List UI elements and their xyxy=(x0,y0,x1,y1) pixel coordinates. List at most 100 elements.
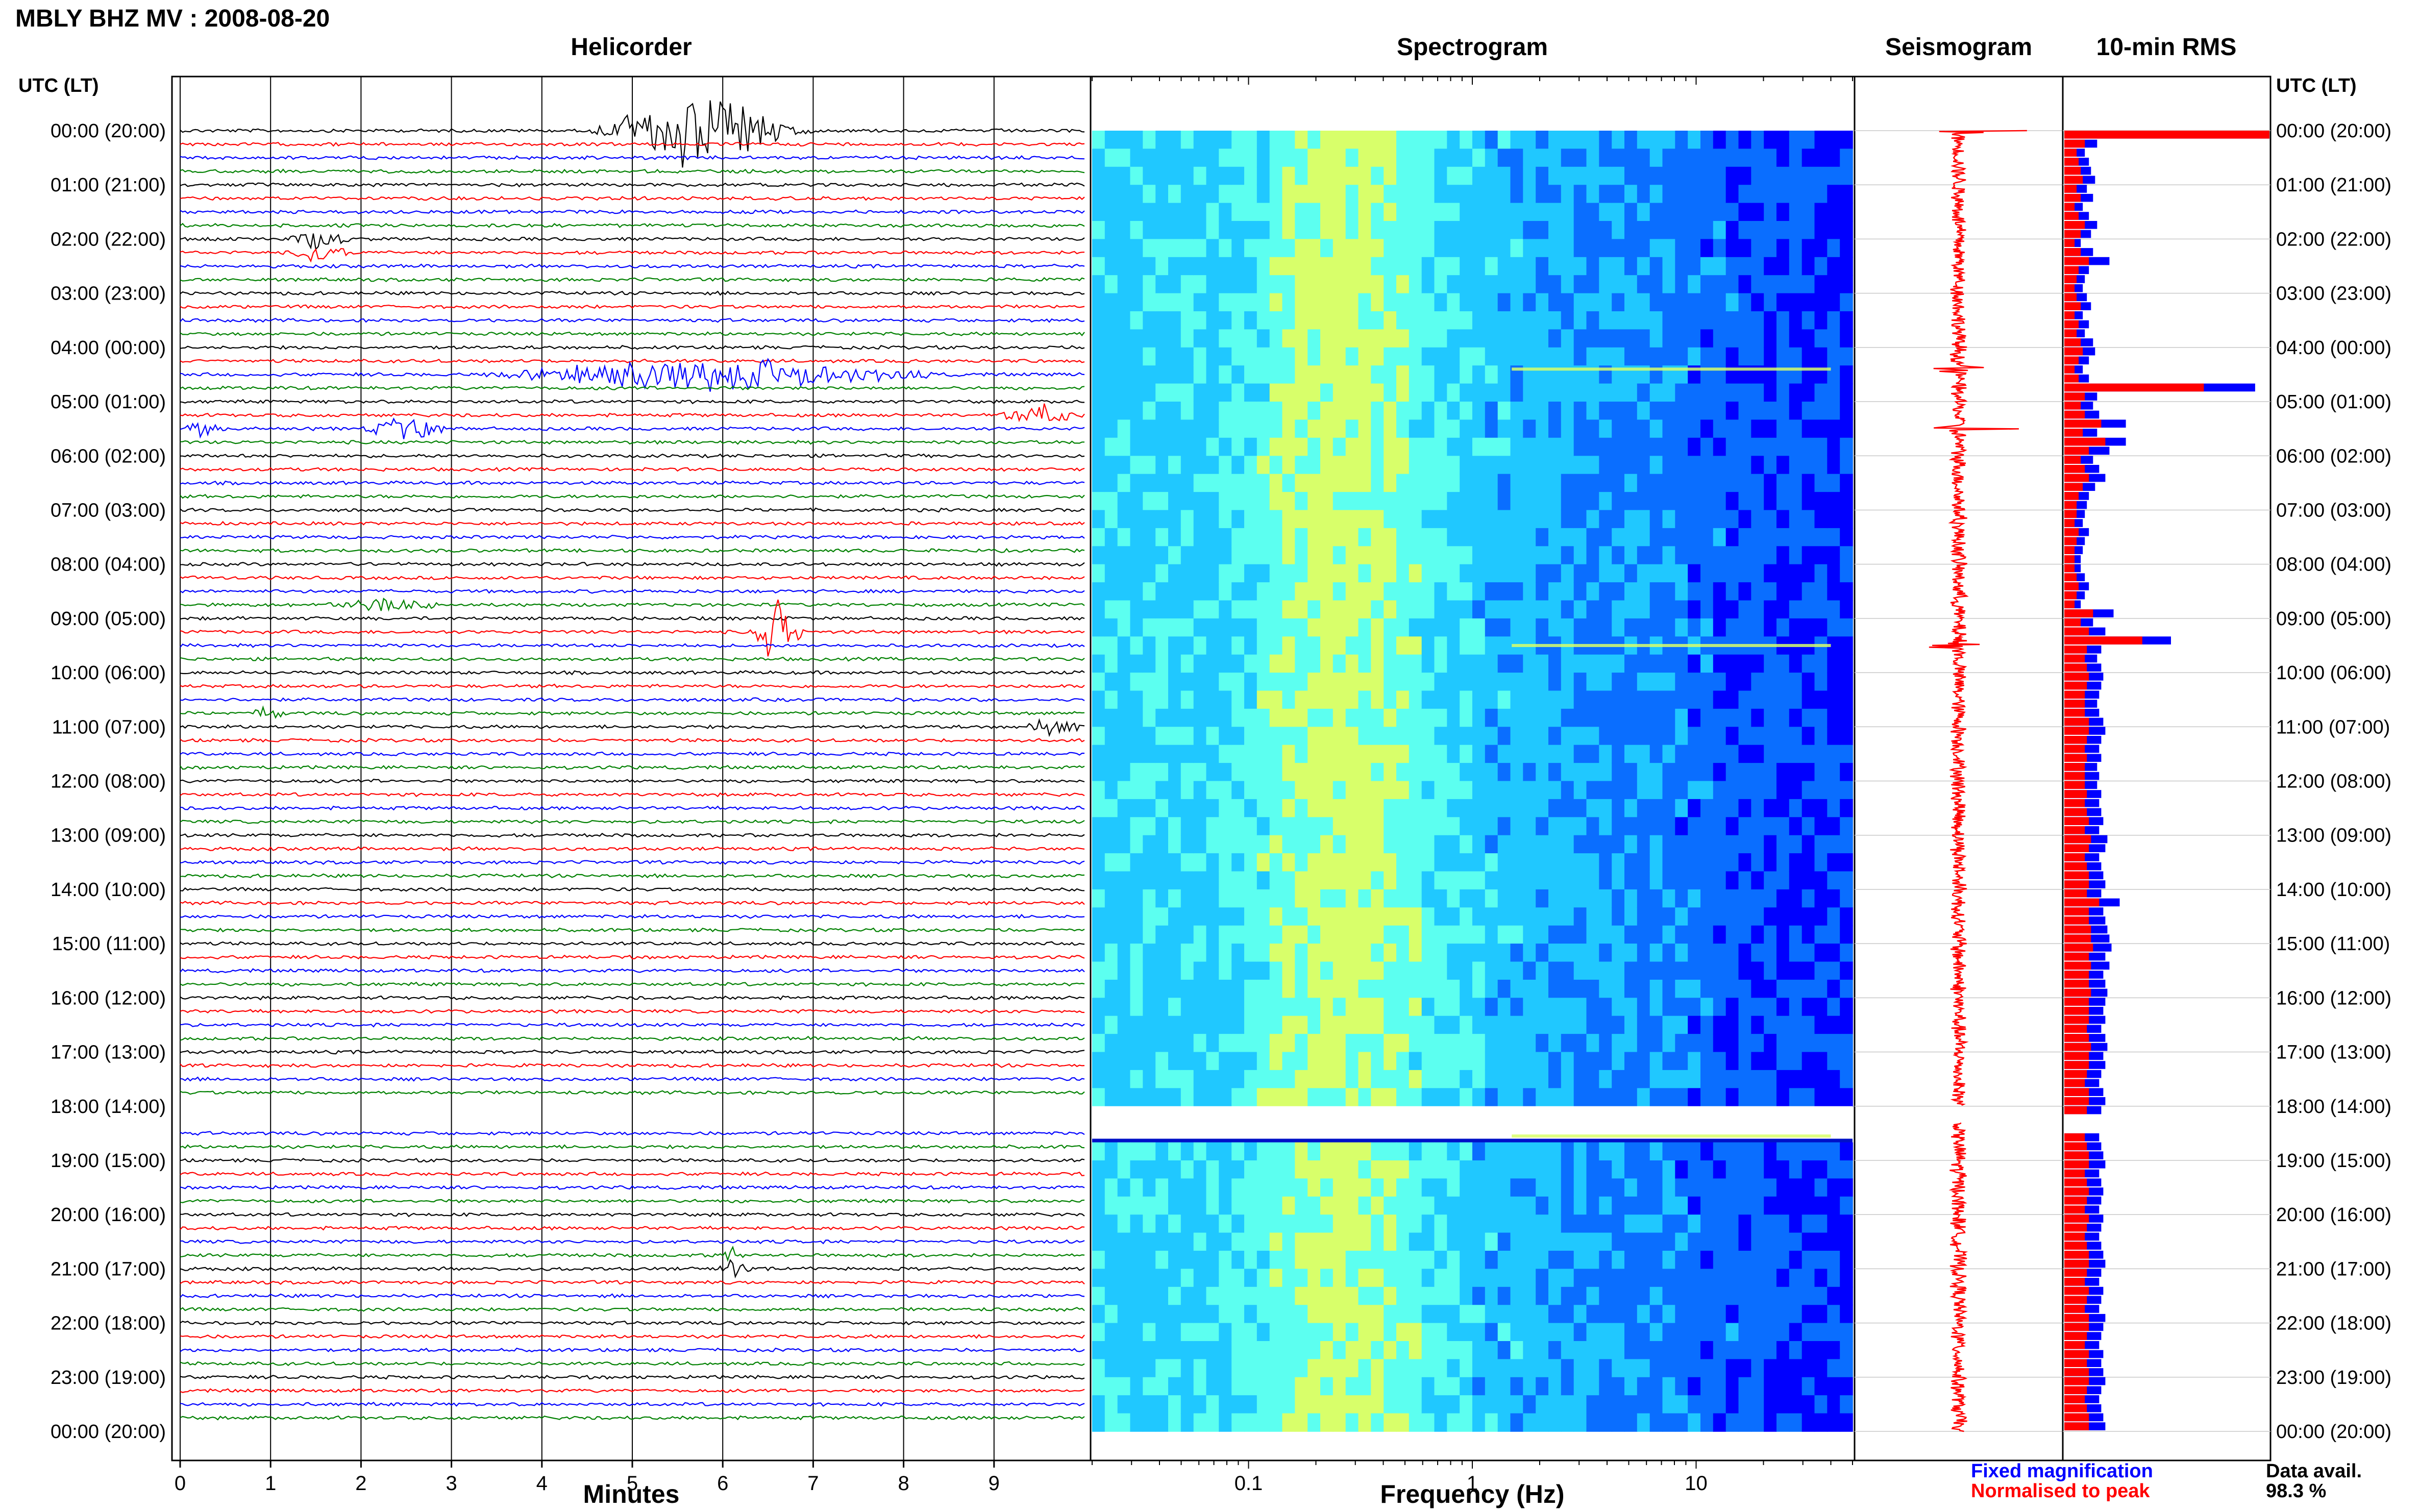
spectrogram-cell xyxy=(1206,654,1220,673)
spectrogram-cell xyxy=(1649,799,1663,818)
spectrogram-cell xyxy=(1193,365,1207,384)
spectrogram-cell xyxy=(1789,979,1803,999)
y-tick-label: 09:00 (05:00) xyxy=(51,608,166,630)
spectrogram-cell xyxy=(1384,239,1397,258)
y-tick-label: 21:00 (17:00) xyxy=(51,1258,166,1280)
spectrogram-cell xyxy=(1155,347,1169,366)
spectrogram-cell xyxy=(1256,1286,1270,1305)
spectrogram-cell xyxy=(1523,528,1536,547)
spectrogram-cell xyxy=(1637,763,1650,782)
spectrogram-cell xyxy=(1548,781,1562,800)
spectrogram-cell xyxy=(1434,239,1448,258)
spectrogram-cell xyxy=(1573,889,1587,908)
spectrogram-cell xyxy=(1675,275,1688,294)
spectrogram-cell xyxy=(1624,979,1638,999)
spectrogram-cell xyxy=(1612,925,1625,944)
spectrogram-cell xyxy=(1548,925,1562,944)
spectrogram-cell xyxy=(1485,835,1498,854)
spectrogram-cell xyxy=(1649,275,1663,294)
spectrogram-cell xyxy=(1371,564,1384,583)
spectrogram-cell xyxy=(1840,347,1853,366)
rms-bar xyxy=(2064,383,2204,392)
spectrogram-cell xyxy=(1219,817,1232,836)
spectrogram-cell xyxy=(1599,257,1612,276)
spectrogram-cell xyxy=(1206,636,1220,655)
spectrogram-cell xyxy=(1713,600,1726,619)
spectrogram-cell xyxy=(1725,528,1739,547)
spectrogram-cell xyxy=(1725,185,1739,204)
spectrogram-cell xyxy=(1738,907,1752,926)
spectrogram-cell xyxy=(1700,745,1714,763)
spectrogram-cell xyxy=(1460,582,1473,601)
spectrogram-cell xyxy=(1561,690,1574,709)
spectrogram-cell xyxy=(1244,889,1257,908)
spectrogram-cell xyxy=(1092,1034,1105,1053)
spectrogram-cell xyxy=(1586,1269,1600,1287)
spectrogram-cell xyxy=(1776,239,1790,258)
spectrogram-cell xyxy=(1497,1196,1511,1215)
spectrogram-cell xyxy=(1295,1034,1308,1053)
spectrogram-cell xyxy=(1256,1088,1270,1107)
spectrogram-cell xyxy=(1384,925,1397,944)
spectrogram-cell xyxy=(1738,257,1752,276)
spectrogram-cell xyxy=(1244,131,1257,150)
spectrogram-cell xyxy=(1358,437,1372,456)
spectrogram-cell xyxy=(1649,1251,1663,1270)
spectrogram-cell xyxy=(1244,961,1257,980)
spectrogram-cell xyxy=(1130,148,1144,167)
spectrogram-cell xyxy=(1801,1142,1815,1161)
spectrogram-cell xyxy=(1117,582,1131,601)
spectrogram-cell xyxy=(1675,781,1688,800)
spectrogram-cell xyxy=(1789,1196,1803,1215)
spectrogram-cell xyxy=(1561,437,1574,456)
spectrogram-cell xyxy=(1612,347,1625,366)
spectrogram-cell xyxy=(1256,166,1270,185)
spectrogram-cell xyxy=(1561,889,1574,908)
spectrogram-cell xyxy=(1675,131,1688,150)
spectrogram-cell xyxy=(1396,1196,1410,1215)
helicorder-trace xyxy=(180,399,1084,405)
spectrogram-cell xyxy=(1421,1052,1435,1071)
spectrogram-cell xyxy=(1649,1178,1663,1197)
spectrogram-cell xyxy=(1827,546,1840,565)
spectrogram-cell xyxy=(1256,1377,1270,1396)
spectrogram-cell xyxy=(1523,148,1536,167)
spectrogram-cell xyxy=(1573,835,1587,854)
spectrogram-cell xyxy=(1130,293,1144,312)
spectrogram-cell xyxy=(1536,889,1549,908)
spectrogram-cell xyxy=(1409,437,1422,456)
spectrogram-cell xyxy=(1485,1286,1498,1305)
spectrogram-cell xyxy=(1637,1251,1650,1270)
spectrogram-cell xyxy=(1814,1160,1828,1179)
spectrogram-cell xyxy=(1231,528,1245,547)
spectrogram-cell xyxy=(1384,564,1397,583)
spectrogram-cell xyxy=(1421,166,1435,185)
spectrogram-cell xyxy=(1358,763,1372,782)
spectrogram-cell xyxy=(1840,582,1853,601)
spectrogram-cell xyxy=(1396,365,1410,384)
spectrogram-cell xyxy=(1688,1251,1701,1270)
spectrogram-cell xyxy=(1612,618,1625,637)
spectrogram-cell xyxy=(1764,1160,1777,1179)
spectrogram-cell xyxy=(1624,528,1638,547)
spectrogram-cell xyxy=(1510,221,1524,240)
spectrogram-cell xyxy=(1725,1214,1739,1233)
spectrogram-cell xyxy=(1599,925,1612,944)
spectrogram-cell xyxy=(1130,835,1144,854)
spectrogram-cell xyxy=(1396,961,1410,980)
spectrogram-cell xyxy=(1307,835,1321,854)
spectrogram-cell xyxy=(1409,203,1422,221)
spectrogram-cell xyxy=(1801,817,1815,836)
spectrogram-cell xyxy=(1523,979,1536,999)
spectrogram-cell xyxy=(1573,1305,1587,1324)
spectrogram-cell xyxy=(1662,907,1676,926)
spectrogram-cell xyxy=(1155,1269,1169,1287)
spectrogram-cell xyxy=(1612,979,1625,999)
spectrogram-cell xyxy=(1814,1178,1828,1197)
spectrogram-cell xyxy=(1612,1160,1625,1179)
spectrogram-cell xyxy=(1725,998,1739,1017)
spectrogram-cell xyxy=(1409,817,1422,836)
spectrogram-cell xyxy=(1434,437,1448,456)
spectrogram-cell xyxy=(1523,329,1536,348)
rms-bar xyxy=(2064,1034,2089,1042)
